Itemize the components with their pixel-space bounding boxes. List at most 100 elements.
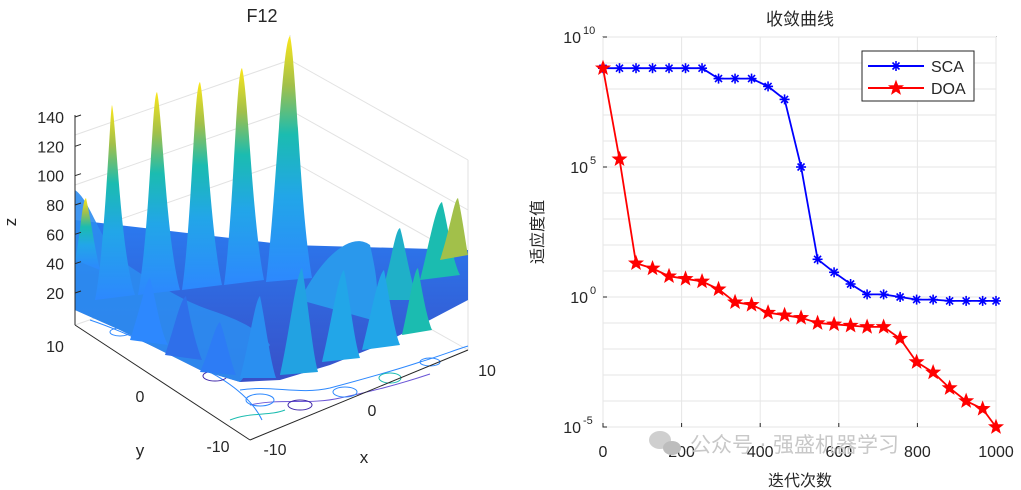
y-tick-exponent: -5 (583, 415, 593, 427)
y-tick-exponent: 0 (590, 285, 596, 297)
data-point-sca (779, 94, 790, 105)
data-point-doa (594, 59, 612, 76)
data-point-doa (661, 267, 678, 284)
data-point-sca (746, 73, 757, 84)
data-point-sca (928, 294, 939, 305)
asterisk-stroke (714, 74, 723, 83)
data-point-doa (727, 293, 744, 310)
y-axis-line (74, 324, 251, 441)
z-tick-mark (74, 114, 82, 118)
z-tick-mark (74, 231, 82, 235)
z-tick-label: 140 (37, 110, 64, 127)
y-tick-base: 10 (563, 30, 581, 47)
legend-label-doa: DOA (931, 81, 966, 98)
data-point-sca (895, 292, 906, 302)
y-tick-base: 10 (570, 160, 588, 177)
surface-title: F12 (246, 6, 277, 26)
watermark-text: 公众号 · 强盛机器学习 (690, 433, 899, 457)
data-point-sca (977, 295, 988, 306)
data-point-doa (627, 254, 645, 271)
data-point-doa (743, 296, 760, 312)
x-tick-label: 600 (825, 444, 852, 461)
y-tick-label: -10 (206, 439, 229, 456)
z-tick-mark (74, 261, 82, 265)
data-point-doa (842, 317, 859, 333)
x-tick-label: 0 (599, 444, 608, 461)
data-point-sca (631, 63, 642, 74)
y-tick-label: 10 5 (570, 155, 596, 177)
y-tick-label: 0 (136, 389, 145, 406)
asterisk-stroke (681, 64, 690, 73)
asterisk-stroke (615, 64, 624, 73)
data-point-doa (925, 363, 942, 380)
x-axis-line (249, 349, 469, 441)
x-tick-label: 400 (747, 444, 774, 461)
data-point-doa (941, 379, 958, 395)
z-axis-label: z (1, 218, 20, 227)
series-layer (594, 59, 1005, 434)
legend-marker-glyph-doa (887, 79, 905, 95)
surface-mesh (75, 36, 468, 382)
data-point-sca (647, 63, 658, 74)
data-point-sca (961, 295, 972, 306)
data-point-doa (677, 270, 694, 286)
data-point-sca (944, 295, 955, 306)
asterisk-stroke (830, 268, 839, 277)
z-tick-label: 60 (46, 227, 64, 244)
z-tick-mark (74, 143, 82, 147)
data-point-doa (776, 306, 793, 323)
z-tick-mark (74, 290, 82, 294)
z-tick-label: 100 (37, 169, 64, 186)
data-point-doa (987, 418, 1005, 434)
data-point-doa (974, 400, 991, 416)
data-point-sca (845, 279, 856, 289)
z-tick-label: 40 (46, 257, 64, 274)
data-point-doa (892, 330, 909, 346)
data-point-doa (644, 259, 661, 276)
data-point-doa (694, 272, 711, 289)
chart-y-label: 适应度值 (528, 200, 547, 264)
x-tick-label: 800 (904, 444, 931, 461)
asterisk-stroke (664, 64, 674, 73)
y-axis-label: y (136, 441, 145, 460)
asterisk-stroke (929, 295, 938, 304)
data-point-sca (991, 295, 1001, 306)
asterisk-stroke (631, 64, 641, 73)
asterisk-stroke (912, 295, 921, 304)
x-tick-label: 10 (478, 363, 496, 380)
data-point-sca (812, 254, 823, 265)
data-point-doa (611, 150, 628, 167)
data-point-sca (763, 81, 774, 92)
y-tick-label: 10 0 (570, 285, 596, 307)
x-tick-label: -10 (263, 442, 286, 459)
data-point-sca (664, 63, 675, 74)
asterisk-stroke (763, 82, 773, 91)
legend-marker-doa (887, 79, 905, 95)
x-tick-label: 1000 (978, 444, 1014, 461)
asterisk-stroke (891, 61, 901, 71)
asterisk-stroke (730, 74, 740, 83)
data-point-doa (710, 280, 727, 297)
watermark: 公众号 · 强盛机器学习 (649, 431, 899, 457)
y-tick-base: 10 (563, 420, 581, 437)
asterisk-stroke (896, 292, 905, 302)
legend-label-sca: SCA (931, 59, 964, 76)
data-point-doa (826, 315, 843, 332)
legend-entry-sca: SCA (868, 59, 964, 76)
legend: SCA DOA (861, 50, 975, 102)
z-axis-ticks: 20 40 60 80 100 120 140 (37, 110, 82, 303)
data-point-doa (875, 318, 892, 334)
data-point-sca (680, 63, 691, 74)
legend-box (861, 50, 975, 102)
data-point-sca (697, 63, 708, 74)
data-point-sca (829, 267, 840, 278)
data-point-sca (796, 162, 807, 172)
asterisk-stroke (747, 74, 756, 83)
data-point-sca (614, 63, 625, 74)
legend-marker-glyph-sca (891, 61, 901, 71)
data-point-sca (730, 73, 741, 84)
asterisk-stroke (962, 296, 971, 305)
